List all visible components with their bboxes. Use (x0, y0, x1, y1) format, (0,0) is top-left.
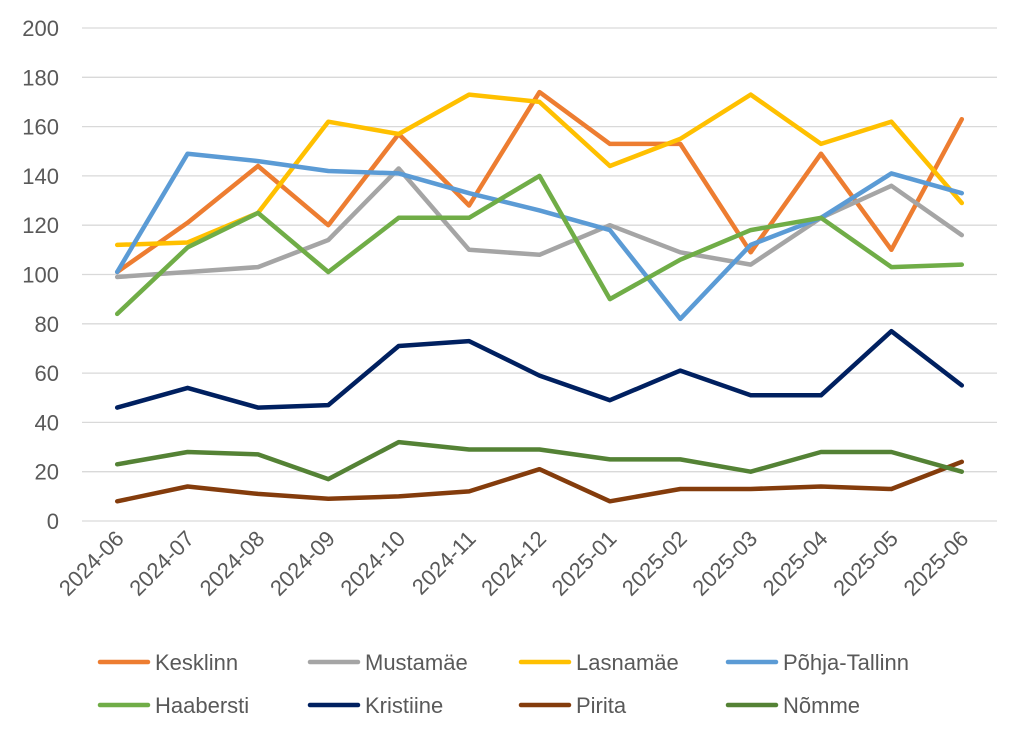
y-tick-label: 40 (35, 410, 59, 435)
series-lines (114, 89, 965, 504)
legend-item: Pirita (518, 693, 627, 718)
y-tick-label: 140 (22, 164, 59, 189)
x-tick-label: 2024-09 (265, 526, 340, 601)
x-tick-label: 2024-06 (54, 526, 129, 601)
legend-label: Põhja-Tallinn (783, 650, 909, 675)
legend-label: Nõmme (783, 693, 860, 718)
x-tick-label: 2025-06 (899, 526, 974, 601)
x-tick-label: 2025-02 (617, 526, 692, 601)
y-tick-label: 200 (22, 16, 59, 41)
y-axis-tick-labels: 0 20 40 60 80 100 120 140 160 180 200 (22, 16, 59, 534)
x-tick-label: 2024-11 (407, 526, 481, 600)
y-tick-label: 0 (47, 509, 59, 534)
legend-label: Haabersti (155, 693, 249, 718)
legend-item: Põhja-Tallinn (725, 650, 909, 675)
legend-label: Kristiine (365, 693, 443, 718)
legend-item: Lasnamäe (518, 650, 679, 675)
legend-label: Lasnamäe (576, 650, 679, 675)
legend-label: Pirita (576, 693, 627, 718)
series-line-mustam-e (114, 166, 965, 280)
y-tick-label: 20 (35, 460, 59, 485)
y-tick-label: 100 (22, 263, 59, 288)
x-tick-label: 2024-12 (476, 526, 551, 601)
y-tick-label: 120 (22, 213, 59, 238)
legend-item: Mustamäe (307, 650, 468, 675)
y-tick-label: 180 (22, 65, 59, 90)
x-tick-label: 2024-07 (124, 526, 199, 601)
x-tick-label: 2025-04 (758, 526, 833, 601)
x-axis-tick-labels: 2024-062024-072024-082024-092024-102024-… (54, 526, 973, 601)
legend-item: Kristiine (307, 693, 443, 718)
x-tick-label: 2025-01 (547, 526, 622, 601)
series-line-pirita (114, 459, 965, 504)
series-line-haabersti (114, 173, 965, 317)
x-tick-label: 2025-03 (687, 526, 762, 601)
legend-item: Kesklinn (97, 650, 238, 675)
y-tick-label: 160 (22, 115, 59, 140)
x-tick-label: 2024-10 (335, 526, 410, 601)
y-tick-label: 80 (35, 312, 59, 337)
series-line-n-mme (114, 439, 965, 482)
legend-item: Nõmme (725, 693, 860, 718)
legend-label: Kesklinn (155, 650, 238, 675)
legend-item: Haabersti (97, 693, 249, 718)
series-line-kristiine (114, 328, 965, 410)
y-tick-label: 60 (35, 361, 59, 386)
series-line-kesklinn (114, 89, 965, 275)
x-tick-label: 2025-05 (828, 526, 903, 601)
x-tick-label: 2024-08 (195, 526, 270, 601)
legend: Kesklinn Mustamäe Lasnamäe Põhja-Tallinn Haa… (97, 650, 909, 718)
legend-label: Mustamäe (365, 650, 468, 675)
